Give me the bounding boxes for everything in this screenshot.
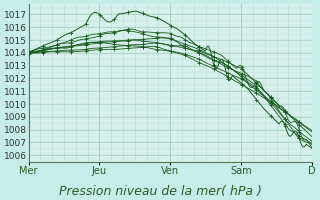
Text: Pression niveau de la mer( hPa ): Pression niveau de la mer( hPa ) bbox=[59, 185, 261, 198]
